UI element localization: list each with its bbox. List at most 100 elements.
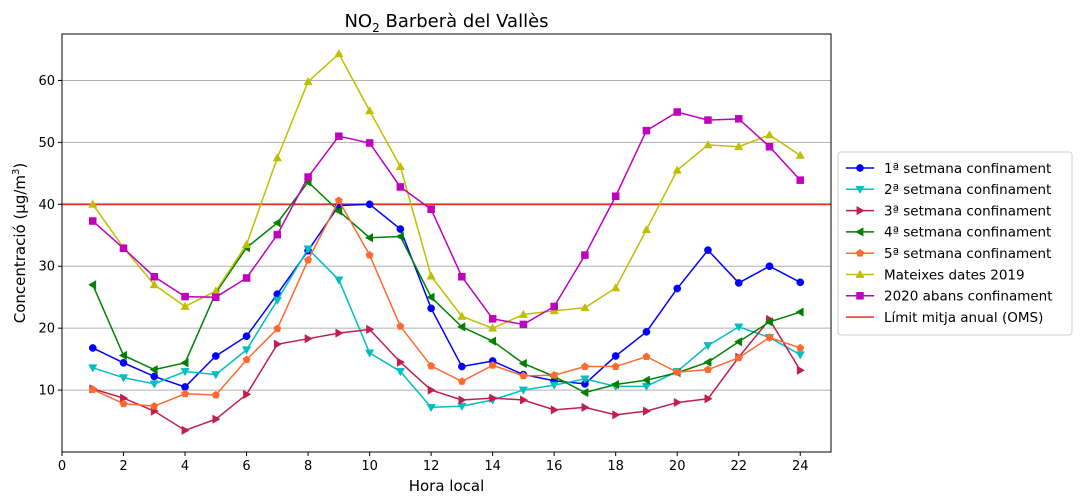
y-tick-label: 60 bbox=[38, 74, 55, 89]
data-point bbox=[489, 393, 498, 403]
data-point bbox=[796, 176, 804, 184]
data-point bbox=[796, 365, 805, 375]
data-point bbox=[703, 342, 713, 351]
y-tick-label: 50 bbox=[38, 136, 55, 151]
data-point bbox=[641, 375, 650, 385]
data-point bbox=[119, 244, 128, 253]
data-point bbox=[734, 323, 744, 332]
data-point bbox=[212, 414, 221, 424]
data-point bbox=[518, 358, 527, 369]
y-tick-label: 40 bbox=[38, 198, 55, 213]
data-point bbox=[89, 217, 97, 225]
legend-marker bbox=[855, 185, 865, 195]
data-point bbox=[364, 233, 373, 243]
data-point bbox=[180, 368, 190, 377]
x-tick-label: 22 bbox=[730, 459, 747, 474]
data-point bbox=[765, 333, 774, 341]
legend-label: 2ª setmana confinament bbox=[884, 182, 1051, 198]
data-point bbox=[242, 355, 251, 364]
data-point bbox=[304, 334, 313, 344]
data-point bbox=[611, 352, 620, 360]
data-point bbox=[703, 365, 712, 374]
data-point bbox=[550, 371, 559, 379]
legend-entry: 4ª setmana confinament bbox=[846, 225, 1051, 241]
x-tick-label: 14 bbox=[484, 459, 501, 474]
data-point bbox=[734, 279, 743, 287]
data-point bbox=[734, 337, 743, 347]
data-point bbox=[795, 307, 804, 317]
data-point bbox=[149, 365, 158, 375]
legend-label: 3ª setmana confinament bbox=[884, 203, 1051, 219]
data-point bbox=[643, 406, 652, 416]
data-point bbox=[581, 402, 590, 413]
data-point bbox=[241, 346, 252, 355]
data-point bbox=[734, 115, 743, 123]
legend-marker bbox=[856, 164, 864, 172]
data-point bbox=[611, 192, 620, 200]
data-point bbox=[427, 304, 435, 313]
data-point bbox=[396, 183, 405, 191]
data-point bbox=[304, 173, 312, 181]
data-point bbox=[703, 357, 712, 367]
x-tick-label: 6 bbox=[242, 459, 250, 474]
data-point bbox=[673, 108, 681, 116]
data-point bbox=[181, 389, 190, 398]
series-1 bbox=[88, 200, 805, 391]
x-tick-label: 0 bbox=[58, 459, 66, 474]
x-tick-label: 12 bbox=[423, 459, 440, 474]
data-point bbox=[243, 389, 252, 400]
data-point bbox=[334, 276, 344, 285]
x-axis-label: Hora local bbox=[409, 477, 485, 495]
data-point bbox=[518, 386, 529, 395]
data-point bbox=[395, 161, 405, 170]
legend: 1ª setmana confinament 2ª setmana confina… bbox=[837, 151, 1073, 336]
x-tick-label: 16 bbox=[546, 459, 563, 474]
data-point bbox=[119, 358, 128, 367]
data-point bbox=[365, 200, 374, 209]
title-subscript: 2 bbox=[372, 21, 380, 35]
data-point bbox=[181, 383, 189, 391]
data-point bbox=[765, 262, 774, 271]
data-point bbox=[550, 302, 558, 311]
data-point bbox=[272, 218, 281, 228]
data-point bbox=[395, 231, 404, 242]
data-point bbox=[365, 250, 374, 259]
y-axis-label-main: Concentració (μg/m bbox=[11, 175, 29, 323]
data-point bbox=[734, 353, 743, 362]
data-point bbox=[734, 142, 744, 151]
data-point bbox=[704, 246, 712, 254]
legend-entry: 2020 abans confinament bbox=[846, 289, 1053, 305]
data-point bbox=[550, 405, 559, 415]
data-point bbox=[488, 315, 497, 323]
data-point bbox=[364, 349, 375, 358]
data-point bbox=[211, 390, 220, 399]
y-axis-label-close: ) bbox=[11, 163, 29, 169]
data-point bbox=[796, 343, 805, 352]
series-5 bbox=[88, 196, 805, 410]
data-point bbox=[673, 367, 682, 376]
legend-marker bbox=[855, 227, 864, 237]
data-point bbox=[242, 332, 251, 341]
data-point bbox=[457, 402, 467, 411]
data-point bbox=[610, 379, 620, 390]
data-point bbox=[488, 361, 497, 369]
series-layer bbox=[88, 49, 805, 435]
data-point bbox=[88, 385, 97, 393]
data-point bbox=[642, 352, 651, 361]
data-point bbox=[673, 397, 682, 408]
series-4 bbox=[88, 177, 804, 398]
data-point bbox=[765, 142, 774, 151]
data-point bbox=[181, 292, 189, 301]
data-point bbox=[396, 322, 405, 330]
data-point bbox=[427, 385, 436, 395]
data-point bbox=[458, 272, 466, 281]
data-point bbox=[427, 205, 435, 214]
data-point bbox=[426, 271, 436, 280]
series-line bbox=[92, 52, 801, 329]
data-point bbox=[335, 132, 343, 140]
data-point bbox=[211, 352, 220, 360]
data-point bbox=[673, 284, 682, 293]
